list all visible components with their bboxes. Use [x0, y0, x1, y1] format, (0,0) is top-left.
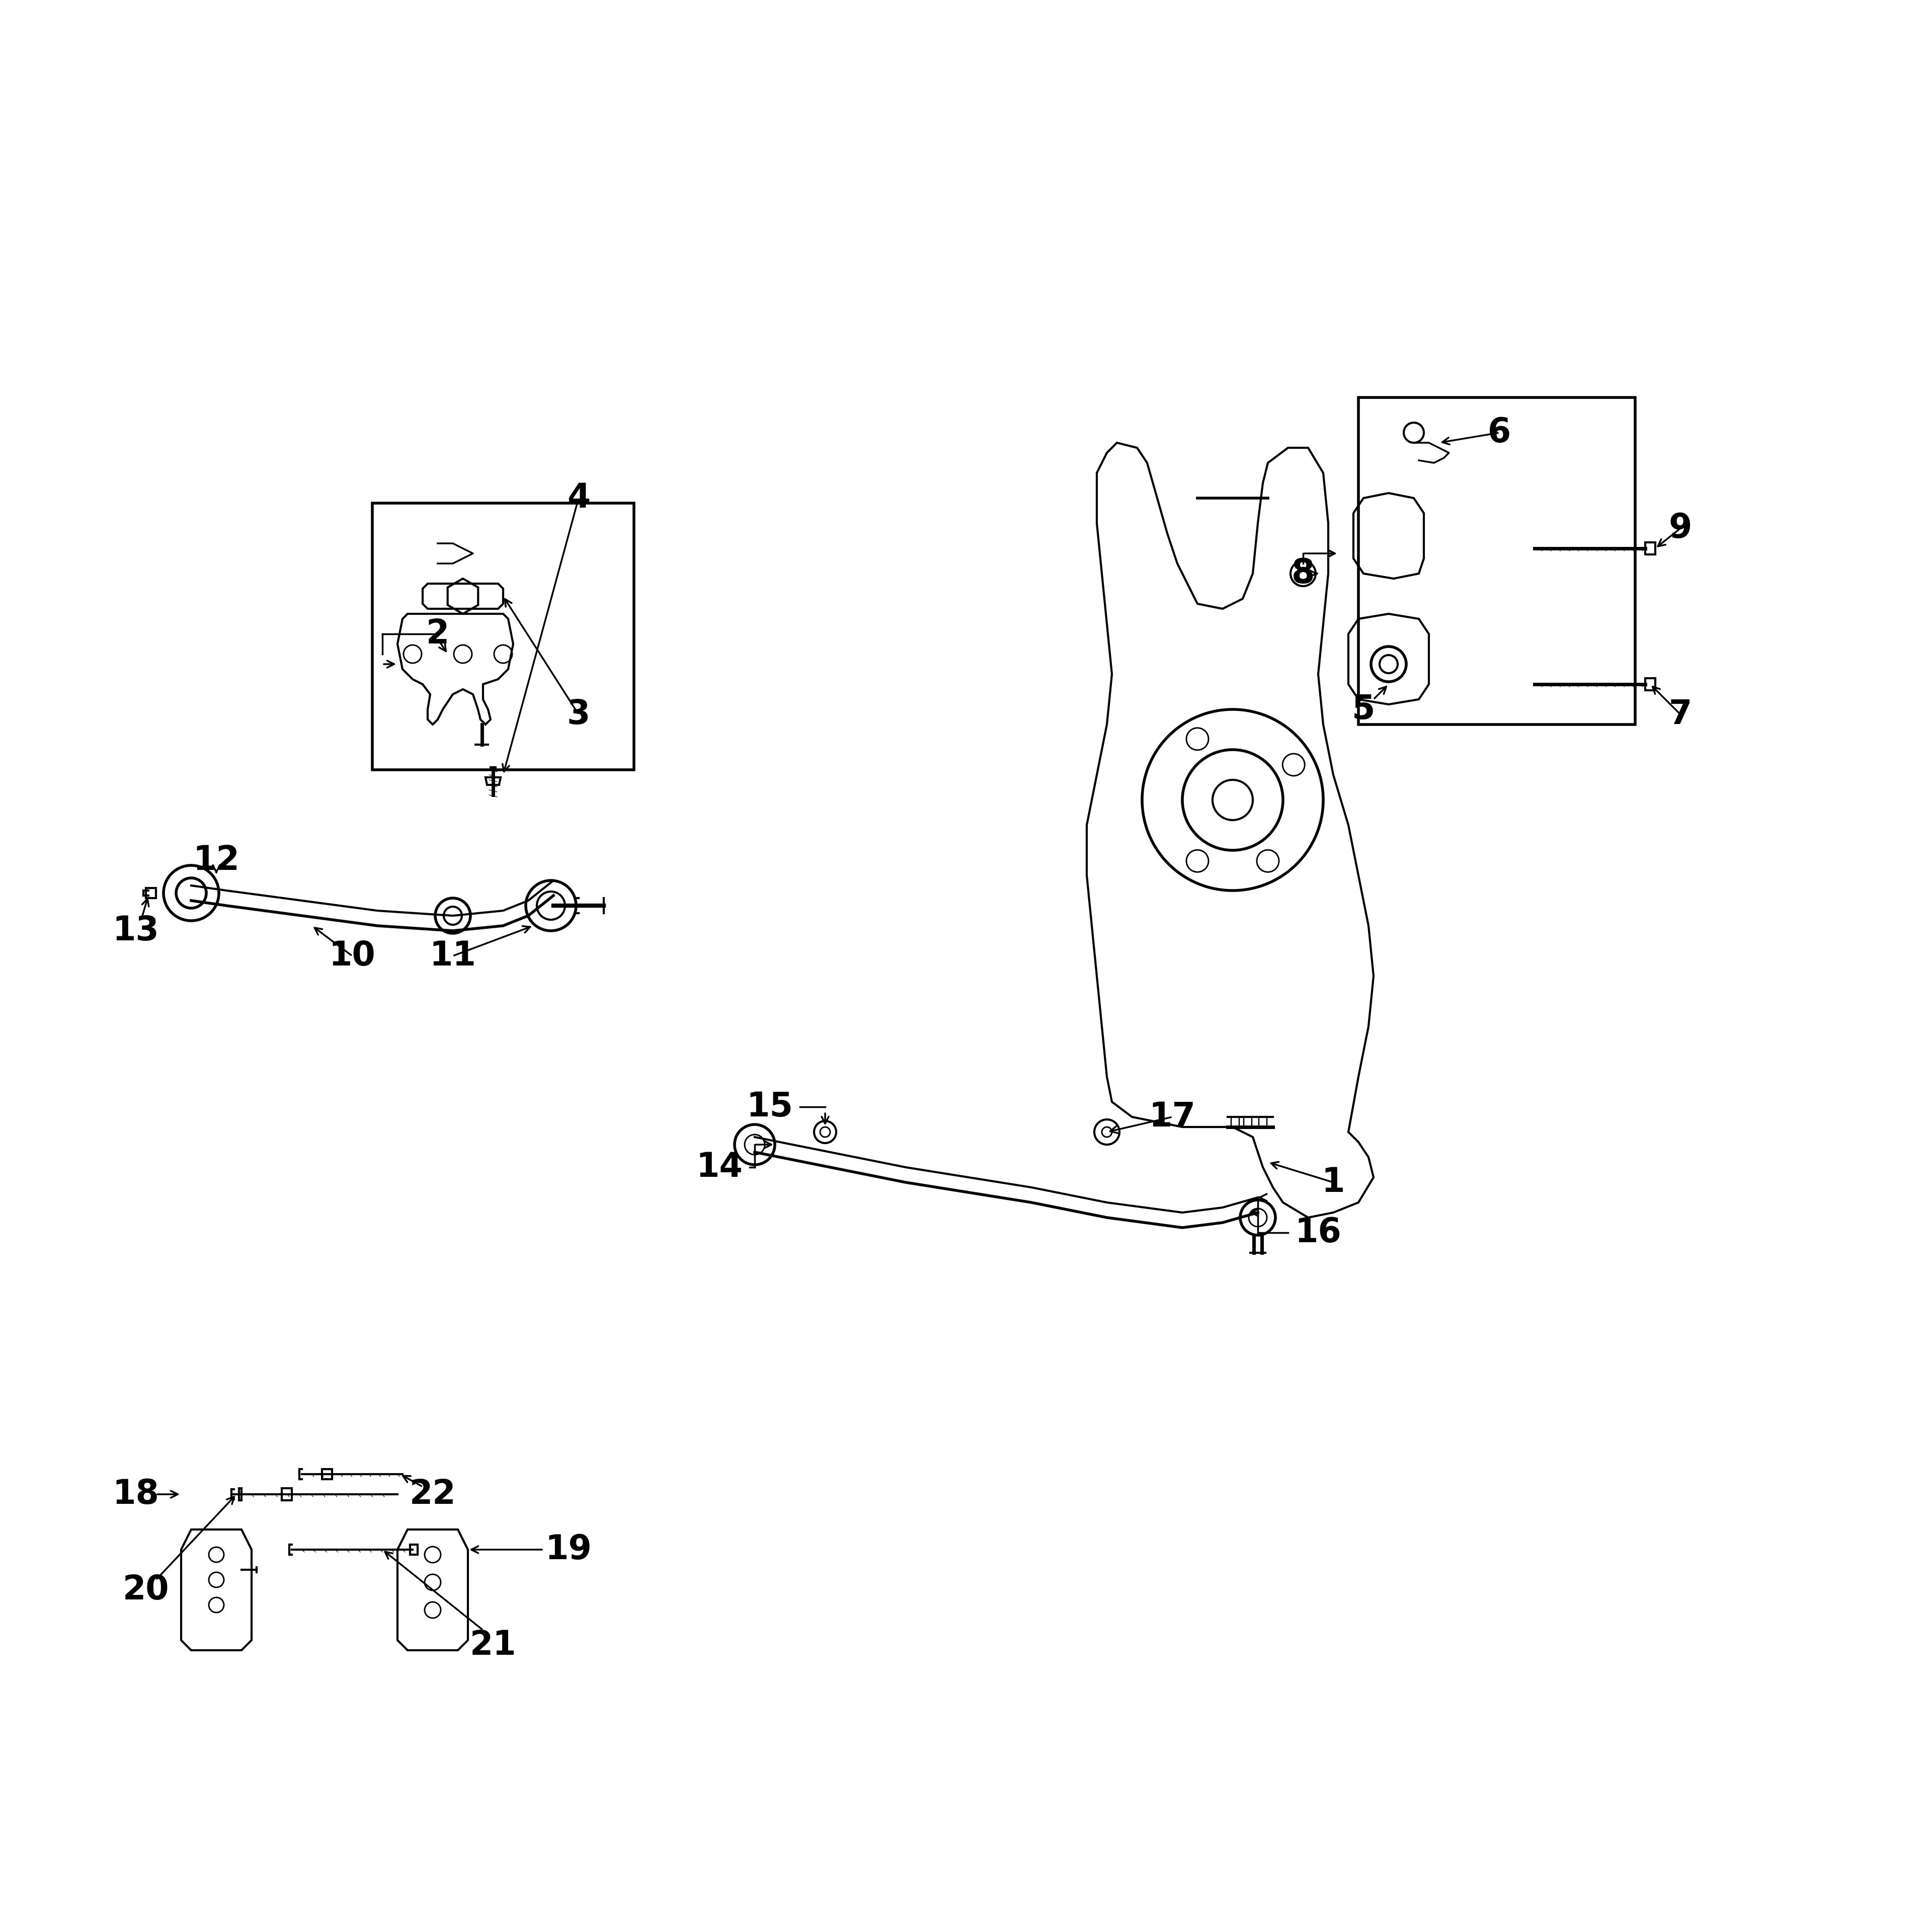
Text: 8: 8: [1291, 556, 1316, 589]
Text: 21: 21: [469, 1629, 516, 1662]
Text: 15: 15: [746, 1090, 794, 1124]
Text: 2: 2: [427, 618, 450, 651]
Text: 14: 14: [696, 1151, 742, 1184]
Text: 5: 5: [1352, 694, 1376, 726]
Bar: [1358, 398, 1634, 725]
Text: 22: 22: [410, 1478, 456, 1511]
Text: 13: 13: [112, 914, 158, 947]
Text: 12: 12: [193, 844, 240, 877]
Text: 9: 9: [1669, 512, 1692, 545]
Text: 19: 19: [545, 1532, 591, 1567]
Bar: [1260, 1117, 1267, 1126]
Text: 10: 10: [328, 939, 375, 972]
Text: 6: 6: [1488, 415, 1511, 450]
Text: 11: 11: [429, 939, 475, 972]
Text: 17: 17: [1150, 1101, 1196, 1134]
Text: 4: 4: [566, 481, 591, 514]
Text: 1: 1: [1321, 1165, 1345, 1200]
Text: 7: 7: [1669, 697, 1692, 730]
Text: 20: 20: [122, 1573, 170, 1607]
Bar: [1231, 1117, 1238, 1126]
Text: 18: 18: [112, 1478, 158, 1511]
Text: 16: 16: [1294, 1215, 1341, 1250]
Bar: [373, 502, 634, 769]
Text: 3: 3: [566, 697, 591, 730]
Bar: [1244, 1117, 1252, 1126]
